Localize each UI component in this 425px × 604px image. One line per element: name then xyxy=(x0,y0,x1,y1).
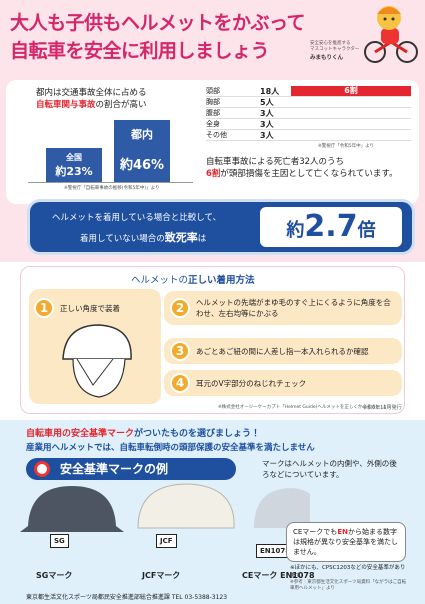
text: ヘルメットの xyxy=(131,275,189,286)
highlight: 6割 xyxy=(206,169,221,179)
row-note: 6割 xyxy=(291,86,411,96)
step-text: 耳元のV字部分のねじれチェック xyxy=(196,378,307,388)
row-count: 3人 xyxy=(260,120,274,129)
text: の割合が高い xyxy=(95,100,147,110)
howto-title: ヘルメットの正しい着用方法 xyxy=(131,272,255,286)
row-label: その他 xyxy=(206,131,227,139)
row-count: 3人 xyxy=(260,109,274,118)
step-number: 2 xyxy=(170,298,190,318)
source: ※警視庁「自転車事故の推移(令和5年中)」より xyxy=(64,186,160,191)
text: TEL 03-5388-3123 xyxy=(171,594,228,601)
highlight: 致死率 xyxy=(164,231,198,244)
stats-section: 都内は交通事故全体に占める 自転車関与事故の割合が高い 全国 約23% 都内 約… xyxy=(0,64,425,262)
banner-text: ヘルメットを着用している場合と比較して、 xyxy=(52,213,222,223)
helmet-label: CEマーク EN1078 xyxy=(242,571,315,580)
head-illustration xyxy=(62,324,132,398)
text: 東京都生活文化スポーツ局都民安全推進部総合推進課 xyxy=(26,594,170,601)
location-note: マークはヘルメットの内側や、外側の後ろなどについています。 xyxy=(262,459,397,479)
step-number: 3 xyxy=(170,341,190,361)
banner: ヘルメットを着用している場合と比較して、 着用していない場合の致死率は 約2.7… xyxy=(30,202,412,252)
helmet-label: SGマーク xyxy=(36,571,73,580)
highlight: EN xyxy=(337,528,348,536)
stats-lead: 都内は交通事故全体に占める xyxy=(36,88,147,98)
note: ※ほかにも、CPSC1203などの安全基準があります。 xyxy=(290,565,406,579)
icon xyxy=(34,461,50,477)
row-count: 5人 xyxy=(260,98,274,107)
step-text: 正しい角度で装着 xyxy=(60,303,120,313)
row-label: 腹部 xyxy=(206,109,220,117)
step-number: 1 xyxy=(34,298,54,318)
highlight: 自転車関与事故 xyxy=(36,100,96,110)
text: 着用していない場合の xyxy=(80,234,165,244)
text: 倍 xyxy=(357,220,376,241)
note: ※参考：東京都生活文化スポーツ局資料「ながラはご自転車用ヘルメット」より xyxy=(290,580,407,591)
text: 正しい着用方法 xyxy=(188,275,255,286)
row-rule xyxy=(206,107,411,108)
marks-section: 自転車用の安全基準マークがついたものを選びましょう！ 産業用ヘルメットでは、自転… xyxy=(0,420,425,604)
baseline xyxy=(28,182,193,183)
bar: 全国 約23% xyxy=(46,148,102,182)
bar: 都内 約46% xyxy=(114,120,170,182)
bar-label: 都内 xyxy=(131,128,153,141)
row-label: 胸部 xyxy=(206,98,220,106)
text: 約 xyxy=(286,220,305,241)
highlight: 自転車用の安全基準マーク xyxy=(26,429,135,439)
mark-badge: SG xyxy=(50,534,69,548)
step-text: ヘルメットの先端がまゆ毛のすぐ上にくるように角度を合わせ、左右均等にかぶる xyxy=(196,298,391,318)
ratio: 2.7 xyxy=(304,209,358,244)
text: が頭部損傷を主因として亡くなられています。 xyxy=(220,169,398,179)
row-label: 全身 xyxy=(206,120,220,128)
step: 4 耳元のV字部分のねじれチェック xyxy=(164,370,402,396)
row-rule xyxy=(206,118,411,119)
row-rule xyxy=(206,140,411,141)
step: 2 ヘルメットの先端がまゆ毛のすぐ上にくるように角度を合わせ、左右均等にかぶる xyxy=(164,291,402,325)
row-count: 3人 xyxy=(260,131,274,140)
mascot-name: みまもりくん xyxy=(310,55,344,61)
stats-lead: 自転車関与事故の割合が高い xyxy=(36,98,147,110)
text: 自転車事故による死亡者32人のうち xyxy=(206,157,345,167)
mark-badge: JCF xyxy=(156,534,177,548)
source: ※警視庁「令和5年中」より xyxy=(318,144,375,149)
step: 3 あごとあご紐の間に人差し指一本入れられるか確認 xyxy=(164,338,402,364)
text: から始まる数字は規格が異なり安全基準を満たしません。 xyxy=(293,528,398,556)
bar-value: 約23% xyxy=(55,165,93,178)
marks-lead: 自転車用の安全基準マークがついたものを選びましょう！ xyxy=(26,426,260,439)
bar-value: 約46% xyxy=(119,158,165,173)
death-text: 自転車事故による死亡者32人のうち 6割が頭部損傷を主因として亡くなられています。 xyxy=(206,156,414,180)
mark-badge: EN1078 xyxy=(256,544,295,558)
text: がついたものを選びましょう！ xyxy=(134,429,261,439)
marks-lead: 産業用ヘルメットでは、自転車転倒時の頭部保護の安全基準を満たしません xyxy=(26,443,315,453)
step-text: あごとあご紐の間に人差し指一本入れられるか確認 xyxy=(196,346,369,356)
row-label: 頭部 xyxy=(206,87,220,95)
mascot-caption: マスコットキャラクター xyxy=(310,47,360,52)
text: CEマークでも xyxy=(293,528,338,536)
banner-text: 着用していない場合の致死率は xyxy=(80,229,206,245)
bar-label: 全国 xyxy=(66,153,82,162)
ratio-box: 約2.7倍 xyxy=(260,207,402,247)
issued: 令和6年11月発行 xyxy=(362,405,402,411)
step-number: 4 xyxy=(170,373,190,393)
example-title: 安全基準マークの例 xyxy=(60,462,169,476)
example-banner: 安全基準マークの例 xyxy=(26,458,236,480)
text: は xyxy=(197,234,207,244)
row-rule xyxy=(206,96,411,97)
title-line: 自転車を安全に利用しましょう xyxy=(10,40,270,62)
header-band: 大人も子供もヘルメットをかぶって 自転車を安全に利用しましょう 安全安心を推進す… xyxy=(0,0,425,64)
step: 1 正しい角度で装着 xyxy=(28,296,148,320)
source: ※株式会社オージーケーカブト「Helmet Guide(ヘルメットを正しくかぶろ… xyxy=(218,405,392,410)
mascot-caption: 安全安心を推進する xyxy=(310,41,351,46)
mascot xyxy=(364,6,418,63)
title-line: 大人も子供もヘルメットをかぶって xyxy=(10,12,306,34)
row-rule xyxy=(206,129,411,130)
stats-card xyxy=(6,80,419,204)
helmets xyxy=(20,483,310,532)
ce-callout: CEマークでもENから始まる数字は規格が異なり安全基準を満たしません。 xyxy=(286,522,406,562)
row-count: 18人 xyxy=(260,87,280,96)
helmet-label: JCFマーク xyxy=(142,571,181,580)
footer-org: 東京都生活文化スポーツ局都民安全推進部総合推進課 TEL 03-5388-312… xyxy=(26,592,227,601)
